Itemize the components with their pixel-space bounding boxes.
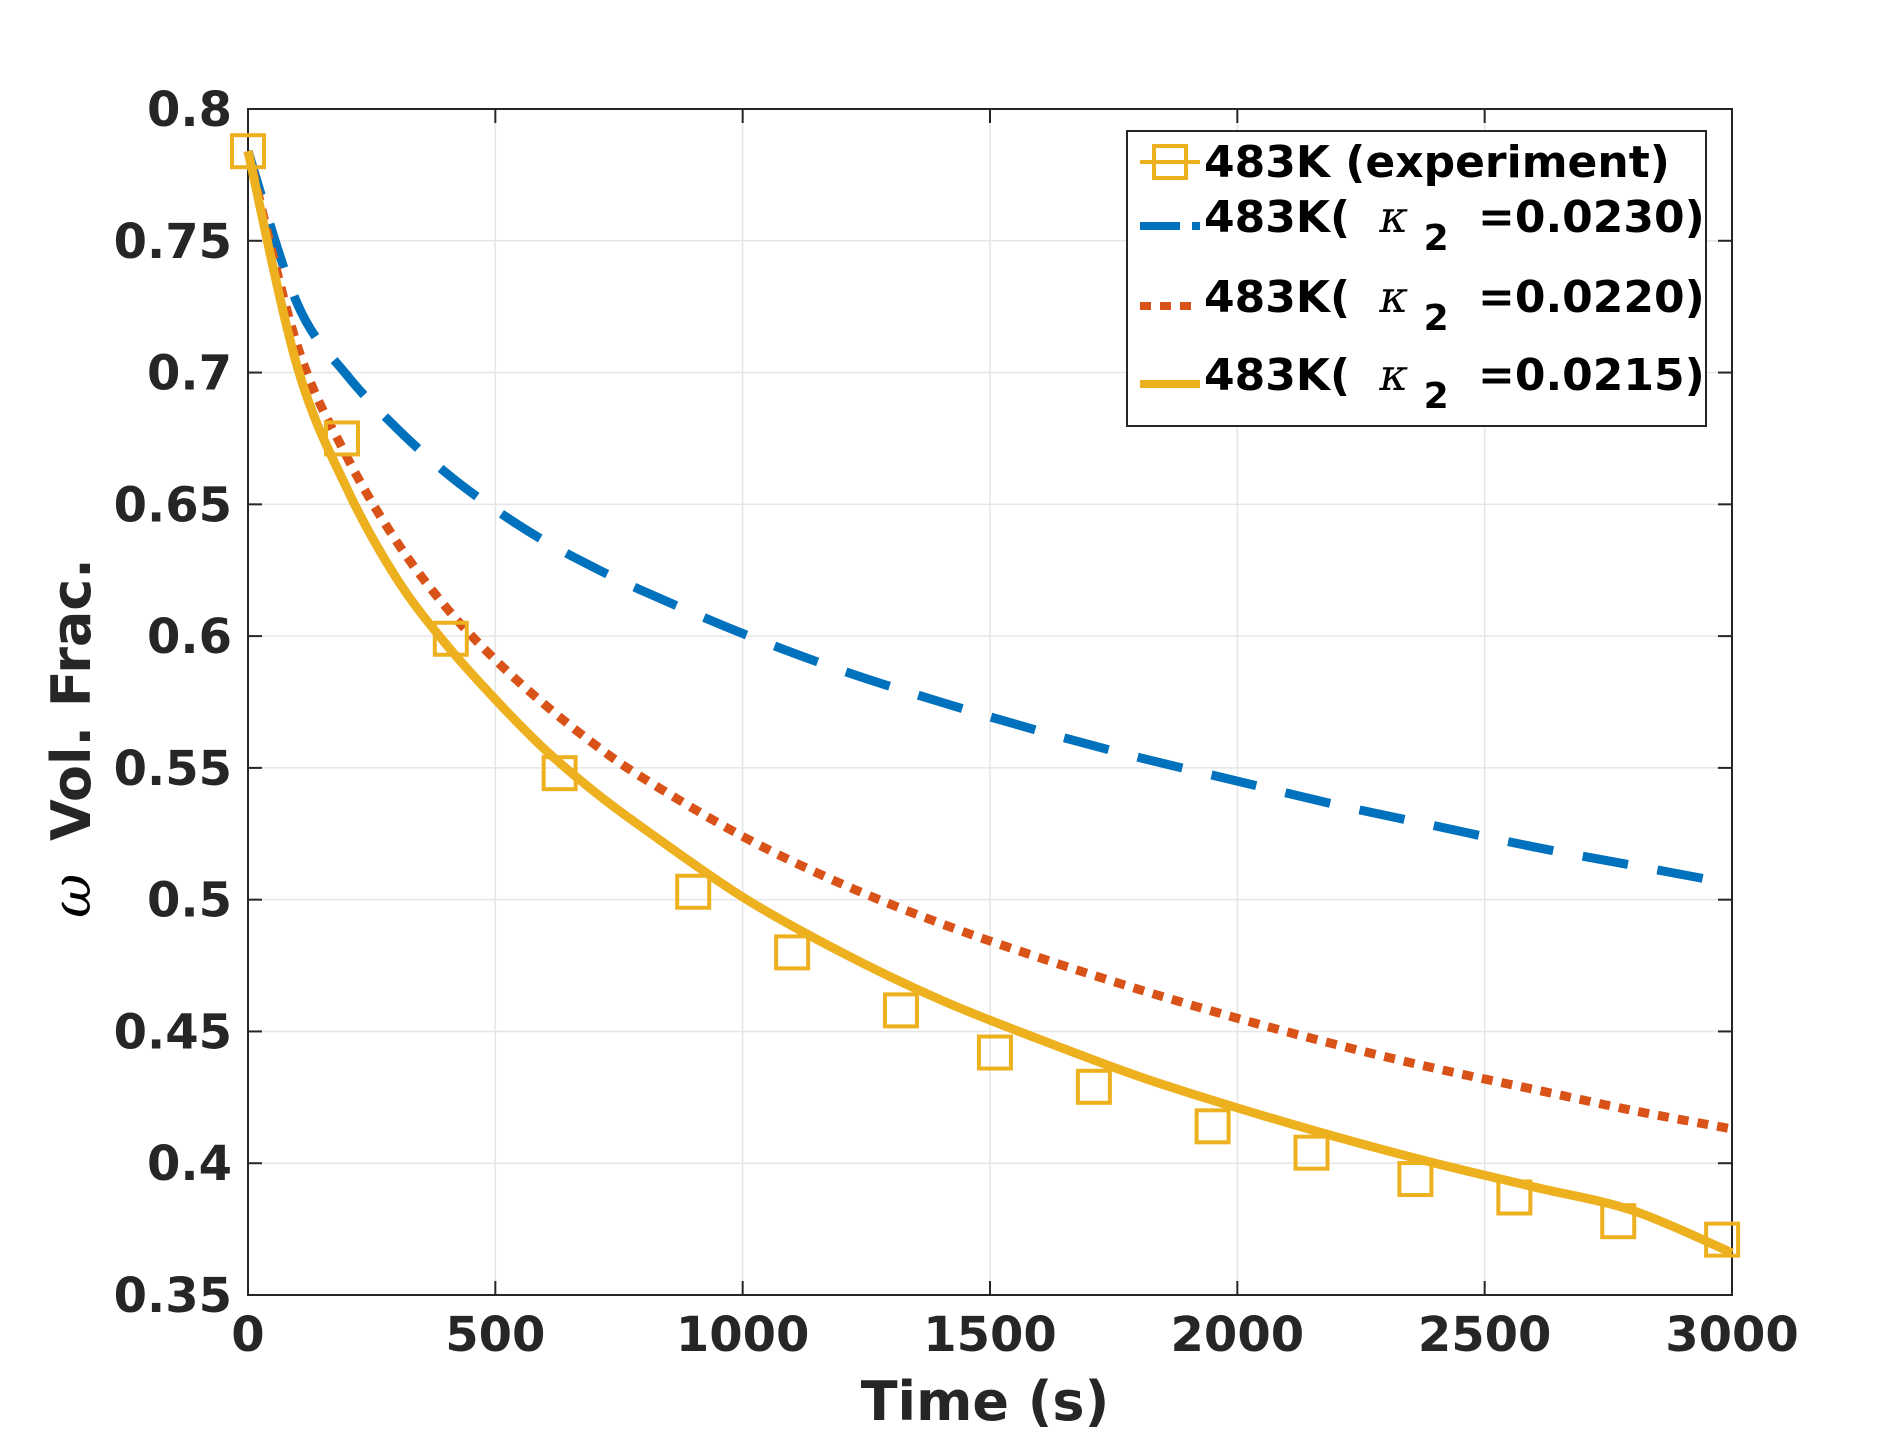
x-tick-label: 1000 (676, 1307, 810, 1363)
legend-entry-k0220: 483K( κ 2 =0.0220) (1140, 272, 1705, 341)
x-tick-label: 1500 (923, 1307, 1057, 1363)
x-tick-label: 3000 (1665, 1307, 1799, 1363)
experiment-point (976, 1034, 1013, 1071)
y-axis-label: Vol. Frac. (40, 558, 103, 841)
experiment-point (1704, 1221, 1741, 1258)
legend-label-k0220: 483K( κ 2 =0.0220) (1204, 272, 1705, 341)
legend-k0215-symbol: κ (1378, 350, 1408, 401)
x-tick-label: 500 (445, 1307, 545, 1363)
experiment-point (1293, 1134, 1330, 1171)
y-tick-label: 0.8 (147, 82, 232, 138)
y-tick-label: 0.65 (114, 477, 232, 533)
legend-k0215-prefix: 483K( (1204, 350, 1350, 401)
x-tick-label: 2500 (1418, 1307, 1552, 1363)
legend-k0220-prefix: 483K( (1204, 272, 1350, 323)
experiment-point (432, 620, 469, 657)
experiment-point (1194, 1108, 1231, 1145)
experiment-point (675, 873, 712, 910)
experiment-point (882, 992, 919, 1029)
y-tick-label: 0.75 (114, 214, 232, 270)
axes-box (247, 108, 1733, 1296)
experiment-point (541, 755, 578, 792)
y-tick-label: 0.7 (147, 346, 232, 402)
experiment-point (774, 934, 811, 971)
y-tick-label: 0.4 (147, 1136, 232, 1192)
y-tick-label: 0.6 (147, 609, 232, 665)
y-tick-label: 0.5 (147, 873, 232, 929)
experiment-point (1397, 1161, 1434, 1198)
y-tick-label: 0.35 (114, 1268, 232, 1324)
legend-entry-k0215: 483K( κ 2 =0.0215) (1140, 350, 1705, 419)
legend-k0230-prefix: 483K( (1204, 192, 1350, 243)
svg-text:ω Vol. Frac.: ω Vol. Frac. (40, 558, 103, 918)
legend-k0230-sub: 2 (1424, 218, 1449, 259)
x-axis-title: Time (s) (861, 1370, 1110, 1433)
experiment-point (1075, 1068, 1112, 1105)
legend: 483K (experiment) 483K( κ 2 =0.0230) 483… (1126, 130, 1707, 427)
grid-lines (248, 109, 1732, 1295)
legend-k0230-suffix: =0.0230) (1478, 192, 1705, 243)
tick-labels: 0 500 1000 1500 2000 2500 3000 0.35 0.4 0.45 0.5 0.… (114, 82, 1799, 1363)
legend-k0215-suffix: =0.0215) (1478, 350, 1705, 401)
y-axis-title: ω Vol. Frac. (40, 558, 103, 918)
experiment-point (1600, 1203, 1637, 1240)
experiment-point (230, 133, 266, 170)
y-axis-symbol: ω (40, 874, 103, 918)
legend-swatch-experiment-marker (1152, 144, 1188, 180)
legend-entry-k0230: 483K( κ 2 =0.0230) (1140, 192, 1705, 261)
y-tick-label: 0.55 (114, 741, 232, 797)
legend-k0220-symbol: κ (1378, 272, 1408, 323)
series-line-dashed (243, 149, 1733, 889)
legend-k0215-sub: 2 (1424, 376, 1449, 417)
legend-label-experiment: 483K (experiment) (1204, 137, 1670, 188)
y-tick-label: 0.45 (114, 1004, 232, 1060)
plot-series (230, 133, 1741, 1258)
experiment-point (323, 420, 360, 457)
x-tick-label: 2000 (1171, 1307, 1305, 1363)
legend-label-k0215: 483K( κ 2 =0.0215) (1204, 350, 1705, 419)
experiment-point (1496, 1179, 1533, 1216)
legend-k0220-sub: 2 (1424, 298, 1449, 339)
x-tick-label: 0 (231, 1307, 264, 1363)
legend-box (1126, 130, 1707, 427)
legend-k0230-symbol: κ (1378, 192, 1408, 243)
legend-entry-experiment: 483K (experiment) (1140, 137, 1670, 188)
legend-label-k0230: 483K( κ 2 =0.0230) (1204, 192, 1705, 261)
series-line-dotted (243, 150, 1733, 1134)
legend-k0220-suffix: =0.0220) (1478, 272, 1705, 323)
